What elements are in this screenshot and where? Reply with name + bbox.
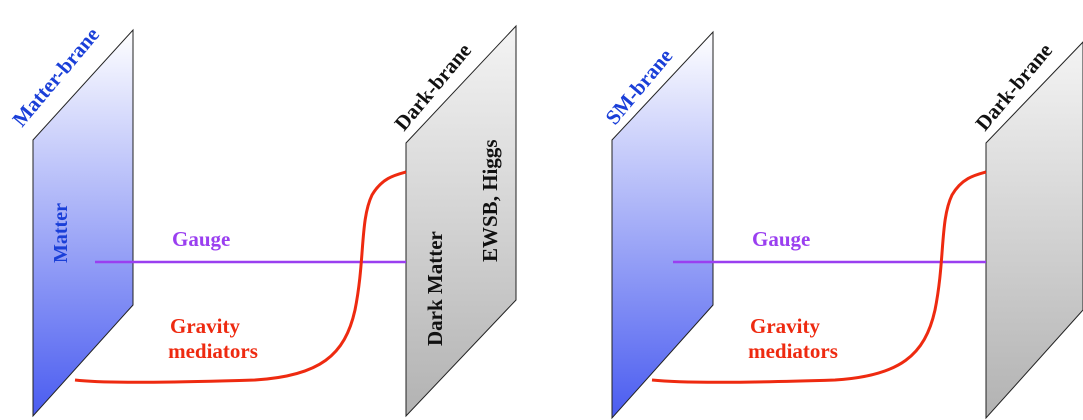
gravity-label-line2-left: mediators bbox=[168, 339, 258, 363]
gravity-curve-left bbox=[74, 170, 407, 384]
sm-brane-right bbox=[611, 30, 714, 420]
matter-brane-left bbox=[32, 28, 134, 418]
gravity-curve-right bbox=[651, 170, 987, 384]
dark-brane-left bbox=[405, 24, 517, 418]
gauge-label-right: Gauge bbox=[752, 227, 810, 251]
gravity-label-line2-right: mediators bbox=[748, 339, 838, 363]
gravity-label-line1-left: Gravity bbox=[170, 314, 240, 338]
gravity-label-line1-right: Gravity bbox=[750, 314, 820, 338]
dark-matter-label-left: Dark Matter bbox=[423, 231, 447, 346]
ewsb-higgs-label-left: EWSB, Higgs bbox=[478, 139, 502, 262]
diagram-left: Matter-brane Dark-brane Matter Dark Matt… bbox=[7, 23, 517, 418]
gauge-label-left: Gauge bbox=[172, 227, 230, 251]
matter-label-left: Matter bbox=[50, 203, 72, 263]
dark-brane-right bbox=[985, 41, 1083, 420]
diagram-right: SM-brane Dark-brane Gauge Gravity mediat… bbox=[600, 30, 1083, 420]
